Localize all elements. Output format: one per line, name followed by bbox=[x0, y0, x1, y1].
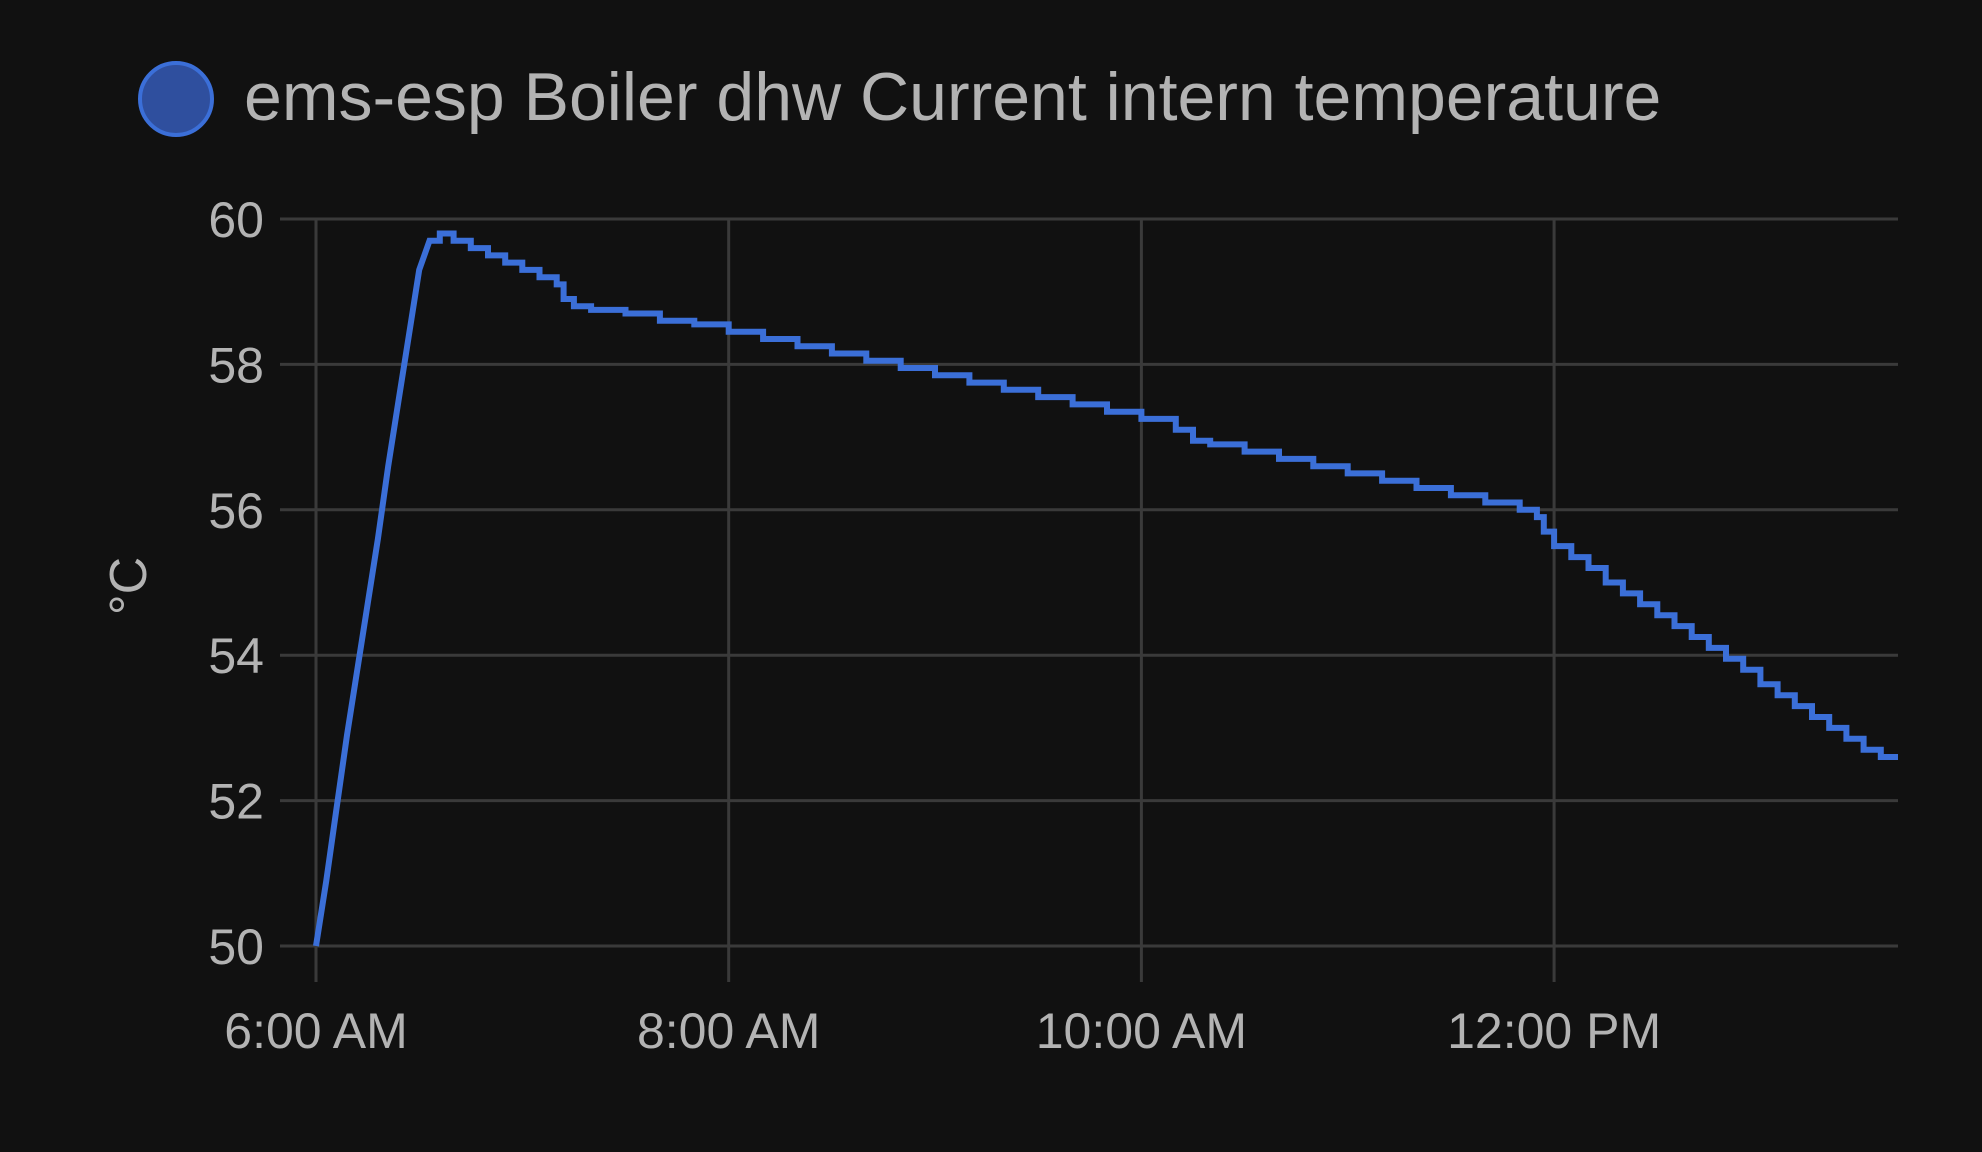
y-tick-label: 58 bbox=[208, 337, 264, 393]
y-tick-label: 56 bbox=[208, 483, 264, 539]
y-axis-tick-labels: 50 52 54 56 58 60 bbox=[208, 192, 264, 975]
legend-entry[interactable]: ems-esp Boiler dhw Current intern temper… bbox=[244, 59, 1661, 135]
y-tick-label: 50 bbox=[208, 919, 264, 975]
y-axis-label: °C bbox=[100, 557, 158, 615]
y-tick-label: 54 bbox=[208, 628, 264, 684]
horizontal-gridlines bbox=[280, 217, 1898, 948]
x-tick-label: 6:00 AM bbox=[224, 1003, 407, 1059]
x-axis-tick-labels: 6:00 AM 8:00 AM 10:00 AM 12:00 PM bbox=[224, 1003, 1661, 1059]
y-tick-label: 52 bbox=[208, 774, 264, 830]
x-tick-label: 8:00 AM bbox=[637, 1003, 820, 1059]
vertical-gridlines bbox=[314, 219, 1556, 982]
legend[interactable]: ems-esp Boiler dhw Current intern temper… bbox=[138, 59, 1661, 137]
legend-marker-icon bbox=[138, 61, 214, 137]
y-tick-label: 60 bbox=[208, 192, 264, 248]
x-tick-label: 12:00 PM bbox=[1447, 1003, 1661, 1059]
series-line bbox=[313, 230, 1898, 947]
x-tick-label: 10:00 AM bbox=[1036, 1003, 1247, 1059]
